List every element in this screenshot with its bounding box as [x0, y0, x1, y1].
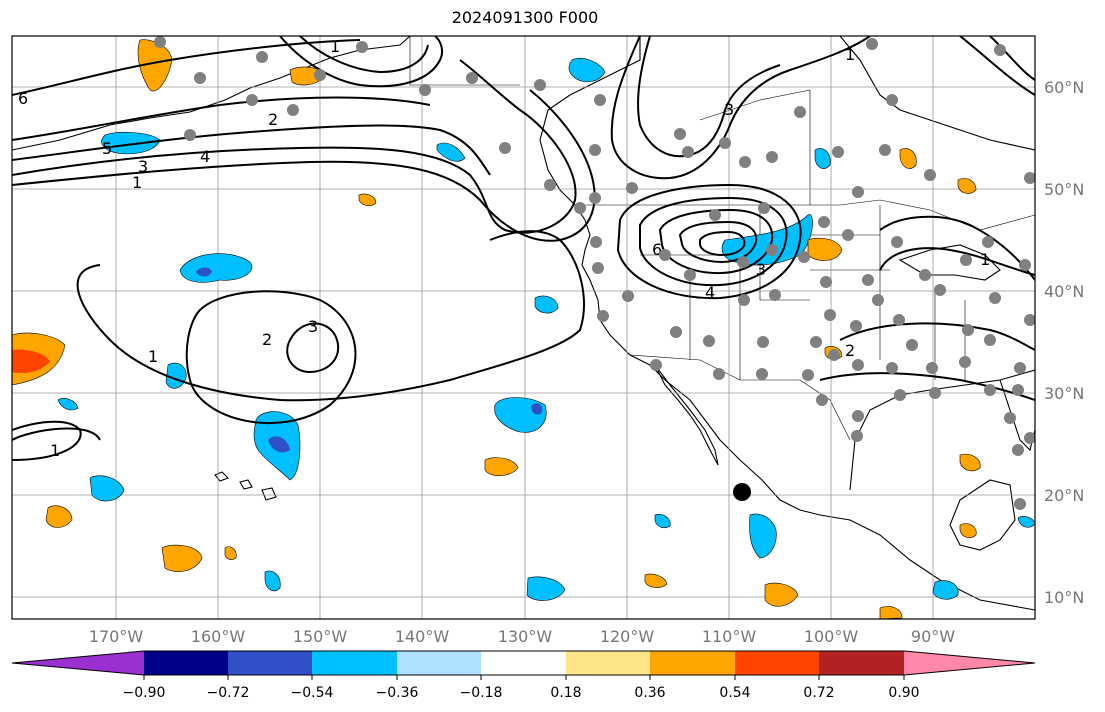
- map-frame: [11, 35, 1036, 620]
- colorbar-tick-label: 0.54: [719, 685, 750, 701]
- colorbar-tick-label: 0.36: [634, 685, 665, 701]
- colorbar-segment: [312, 651, 398, 675]
- contour-label: 4: [705, 283, 715, 302]
- colorbar-segment: [397, 651, 482, 675]
- contour-labels: 1 3 4 5 6 1 2 3 1 3 6 4 3 1 1 2 2 1: [18, 37, 990, 460]
- contour-label: 6: [18, 89, 28, 108]
- colorbar-tick-label: −0.54: [291, 685, 334, 701]
- yucatan-coastline: [949, 479, 1016, 551]
- lon-label: 150°W: [293, 627, 348, 646]
- contour-label: 1: [980, 250, 990, 269]
- map-area: 1 3 4 5 6 1 2 3 1 3 6 4 3 1 1 2 2 1: [12, 36, 1035, 619]
- colorbar-segment: [12, 651, 144, 675]
- colorbar-segment: [904, 651, 1035, 675]
- graticule: [12, 36, 1035, 619]
- colorbar-segment: [650, 651, 736, 675]
- colorbar-segment: [819, 651, 905, 675]
- lon-label: 90°W: [911, 627, 955, 646]
- lat-label: 50°N: [1044, 180, 1084, 199]
- shaded-anomalies: [12, 39, 1035, 619]
- latitude-labels: 60°N 50°N 40°N 30°N 20°N 10°N: [1044, 78, 1084, 607]
- lon-label: 100°W: [804, 627, 859, 646]
- contour-label: 3: [724, 100, 734, 119]
- contour-label: 1: [845, 45, 855, 64]
- colorbar-tick-label: −0.18: [460, 685, 503, 701]
- contour-label: 3: [138, 157, 148, 176]
- map-title: 2024091300 F000: [451, 8, 599, 27]
- colorbar-segment: [566, 651, 651, 675]
- baja-coastline: [654, 364, 719, 466]
- lon-label: 140°W: [395, 627, 450, 646]
- contour-label: 2: [262, 330, 272, 349]
- lat-label: 40°N: [1044, 282, 1084, 301]
- lon-label: 130°W: [498, 627, 553, 646]
- colorbar-tick-label: 0.72: [803, 685, 834, 701]
- lon-label: 120°W: [600, 627, 655, 646]
- lon-label: 110°W: [702, 627, 757, 646]
- colorbar-tick-label: −0.72: [207, 685, 250, 701]
- colorbar-tick-label: 0.18: [550, 685, 581, 701]
- colorbar-segment: [735, 651, 820, 675]
- lat-label: 10°N: [1044, 588, 1084, 607]
- contour-label: 6: [652, 240, 662, 259]
- contour-label: 5: [102, 139, 112, 158]
- contour-label: 1: [330, 37, 340, 56]
- colorbar: −0.90 −0.72 −0.54 −0.36 −0.18 0.18 0.36 …: [11, 650, 1036, 701]
- contour-label: 1: [132, 173, 142, 192]
- colorbar-tick-label: −0.90: [123, 685, 166, 701]
- longitude-labels: 170°W 160°W 150°W 140°W 130°W 120°W 110°…: [89, 627, 955, 646]
- colorbar-tick-label: 0.90: [888, 685, 919, 701]
- lat-label: 60°N: [1044, 78, 1084, 97]
- contour-label: 2: [845, 341, 855, 360]
- lat-label: 30°N: [1044, 384, 1084, 403]
- colorbar-segment: [144, 651, 229, 675]
- contour-label: 3: [756, 260, 766, 279]
- colorbar-tick-label: −0.36: [376, 685, 419, 701]
- contour-label: 1: [50, 441, 60, 460]
- contour-label: 2: [268, 110, 278, 129]
- lat-label: 20°N: [1044, 486, 1084, 505]
- hudson-coastline: [839, 36, 1035, 151]
- contour-label: 3: [308, 317, 318, 336]
- lon-label: 170°W: [89, 627, 144, 646]
- colorbar-segment: [481, 651, 567, 675]
- station-dots: [154, 36, 1035, 510]
- colorbar-segment: [228, 651, 313, 675]
- contour-label: 1: [148, 347, 158, 366]
- location-marker: [733, 483, 751, 501]
- contour-label: 4: [200, 147, 210, 166]
- lon-label: 160°W: [191, 627, 246, 646]
